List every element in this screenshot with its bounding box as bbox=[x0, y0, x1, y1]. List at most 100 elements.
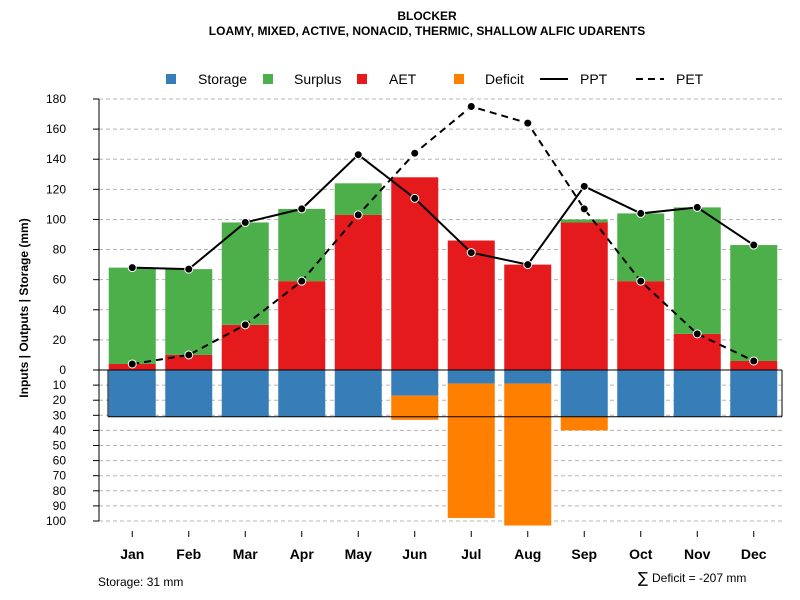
pet-line bbox=[132, 105, 755, 365]
legend-label-storage: Storage bbox=[198, 71, 247, 87]
pet-point bbox=[749, 356, 759, 366]
ppt-point bbox=[297, 204, 307, 214]
ppt-point bbox=[749, 240, 759, 250]
bar-aet bbox=[334, 214, 382, 370]
legend-label-surplus: Surplus bbox=[294, 71, 341, 87]
bar-deficit bbox=[560, 416, 608, 431]
x-tick-label: Apr bbox=[290, 546, 315, 562]
bar-surplus bbox=[673, 207, 721, 334]
ppt-point bbox=[466, 248, 476, 258]
pet-point bbox=[523, 118, 533, 128]
x-tick-label: Jun bbox=[402, 546, 427, 562]
y-tick-label: 180 bbox=[46, 92, 66, 106]
legend-swatch-deficit bbox=[454, 74, 464, 84]
chart-title: BLOCKER bbox=[397, 9, 457, 23]
lines-layer bbox=[127, 102, 759, 369]
pet-point bbox=[410, 148, 420, 158]
y-tick-label: 80 bbox=[53, 484, 67, 498]
y-tick-label: 40 bbox=[53, 423, 67, 437]
bar-surplus bbox=[560, 219, 608, 223]
bar-aet bbox=[165, 354, 213, 370]
bar-aet bbox=[560, 222, 608, 370]
x-tick-label: Oct bbox=[629, 546, 653, 562]
bar-storage bbox=[334, 370, 382, 417]
ppt-point bbox=[240, 217, 250, 227]
ppt-point bbox=[184, 264, 194, 274]
x-tick-label: Sep bbox=[571, 546, 597, 562]
bar-surplus bbox=[108, 267, 156, 364]
bar-aet bbox=[617, 281, 665, 370]
bar-deficit bbox=[391, 395, 439, 420]
x-tick-label: Jan bbox=[120, 546, 144, 562]
ppt-point bbox=[579, 181, 589, 191]
bar-aet bbox=[221, 324, 269, 370]
y-tick-label: 100 bbox=[46, 514, 66, 528]
bar-surplus bbox=[278, 208, 326, 282]
ppt-point bbox=[523, 260, 533, 270]
x-tick-label: Nov bbox=[684, 546, 711, 562]
bar-storage bbox=[560, 370, 608, 417]
y-tick-label: 90 bbox=[53, 499, 67, 513]
bar-storage bbox=[730, 370, 778, 417]
y-tick-label: 20 bbox=[53, 333, 67, 347]
bar-storage bbox=[278, 370, 326, 417]
ppt-line bbox=[132, 153, 755, 271]
ppt-point bbox=[353, 150, 363, 160]
bar-surplus bbox=[730, 245, 778, 361]
legend-label-pet: PET bbox=[676, 71, 704, 87]
pet-point bbox=[184, 350, 194, 360]
y-axis-label: Inputs | Outputs | Storage (mm) bbox=[17, 218, 31, 397]
axes-layer: 1801601401201008060402001020304050607080… bbox=[46, 92, 767, 562]
bar-storage bbox=[617, 370, 665, 417]
x-tick-label: Aug bbox=[514, 546, 541, 562]
bars-layer bbox=[99, 177, 783, 526]
y-tick-label: 40 bbox=[53, 303, 67, 317]
y-tick-label: 10 bbox=[53, 378, 67, 392]
deficit-note: Deficit = -207 mm bbox=[652, 571, 746, 585]
y-tick-label: 30 bbox=[53, 408, 67, 422]
pet-point bbox=[579, 204, 589, 214]
bar-aet bbox=[673, 333, 721, 370]
bar-deficit bbox=[504, 383, 552, 526]
y-tick-label: 100 bbox=[46, 212, 66, 226]
y-tick-label: 60 bbox=[53, 273, 67, 287]
pet-point bbox=[240, 320, 250, 330]
bar-storage bbox=[108, 370, 156, 417]
storage-note: Storage: 31 mm bbox=[98, 575, 183, 589]
y-tick-label: 60 bbox=[53, 454, 67, 468]
ppt-point bbox=[692, 202, 702, 212]
x-tick-label: Dec bbox=[741, 546, 767, 562]
legend-swatch-storage bbox=[166, 74, 176, 84]
legend-label-deficit: Deficit bbox=[485, 71, 524, 87]
bar-storage bbox=[165, 370, 213, 417]
bar-surplus bbox=[617, 213, 665, 282]
ppt-point bbox=[410, 193, 420, 203]
y-tick-label: 160 bbox=[46, 122, 66, 136]
y-tick-label: 0 bbox=[59, 363, 66, 377]
ppt-point bbox=[636, 208, 646, 218]
bar-surplus bbox=[334, 183, 382, 215]
deficit-sum-symbol: ∑ bbox=[638, 569, 648, 587]
bar-storage bbox=[447, 370, 495, 384]
bar-storage bbox=[504, 370, 552, 384]
bar-aet bbox=[278, 281, 326, 370]
x-tick-label: Feb bbox=[176, 546, 201, 562]
bar-deficit bbox=[447, 383, 495, 518]
x-tick-label: May bbox=[345, 546, 372, 562]
y-tick-label: 120 bbox=[46, 182, 66, 196]
legend-label-ppt: PPT bbox=[580, 71, 608, 87]
pet-point bbox=[692, 329, 702, 339]
pet-point bbox=[127, 359, 137, 369]
pet-point bbox=[353, 210, 363, 220]
y-tick-label: 70 bbox=[53, 469, 67, 483]
bar-aet bbox=[447, 240, 495, 370]
bar-aet bbox=[730, 360, 778, 370]
legend-swatch-surplus bbox=[263, 74, 273, 84]
y-tick-label: 20 bbox=[53, 393, 67, 407]
pet-point bbox=[466, 102, 476, 112]
x-tick-label: Jul bbox=[461, 546, 481, 562]
bar-aet bbox=[391, 177, 439, 370]
y-tick-label: 80 bbox=[53, 243, 67, 257]
chart-subtitle: LOAMY, MIXED, ACTIVE, NONACID, THERMIC, … bbox=[209, 24, 645, 38]
